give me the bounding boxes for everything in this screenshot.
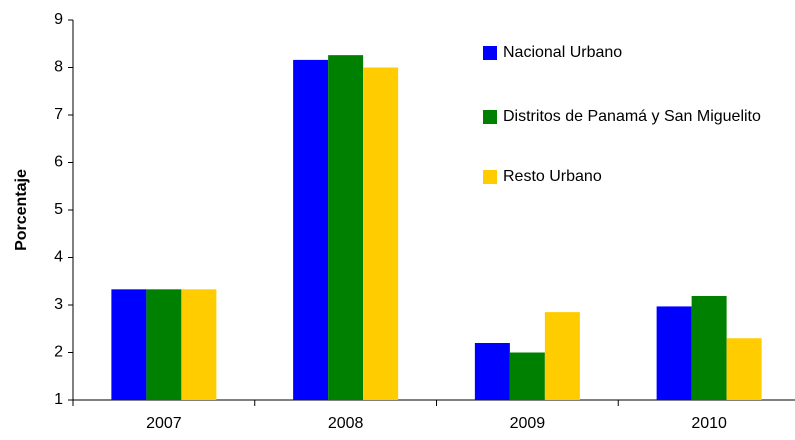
bar [146,289,182,400]
y-tick-label: 2 [54,344,63,361]
y-tick-label: 6 [54,154,63,171]
y-tick-label: 8 [54,59,63,76]
bar [726,338,762,400]
y-tick-label: 7 [54,106,63,123]
bar [363,67,399,400]
y-tick-label: 1 [54,391,63,408]
y-tick-label: 9 [54,11,63,28]
bar [328,55,364,401]
y-tick-label: 5 [54,201,63,218]
bar [474,343,510,400]
bar [293,59,329,401]
y-tick-label: 4 [54,249,63,266]
x-tick-label: 2008 [328,415,364,432]
legend-swatch [483,46,497,60]
bar [181,289,217,400]
bar [656,306,692,400]
legend-entry: Nacional Urbano [483,42,783,64]
legend-label: Resto Urbano [503,168,602,185]
x-tick-label: 2009 [510,415,546,432]
x-tick-label: 2007 [146,415,182,432]
bar [544,312,580,400]
y-tick-label: 3 [54,296,63,313]
bar [691,295,727,400]
bar [509,352,545,400]
y-axis-label: Porcentaje [13,169,30,251]
legend-label: Distritos de Panamá y San Miguelito [503,108,761,125]
legend-entry: Distritos de Panamá y San Miguelito [483,106,783,128]
x-tick-label: 2010 [691,415,727,432]
bar [111,289,147,400]
legend-swatch [483,110,497,124]
legend-label: Nacional Urbano [503,44,623,61]
legend-swatch [483,170,497,184]
legend-entry: Resto Urbano [483,166,783,188]
